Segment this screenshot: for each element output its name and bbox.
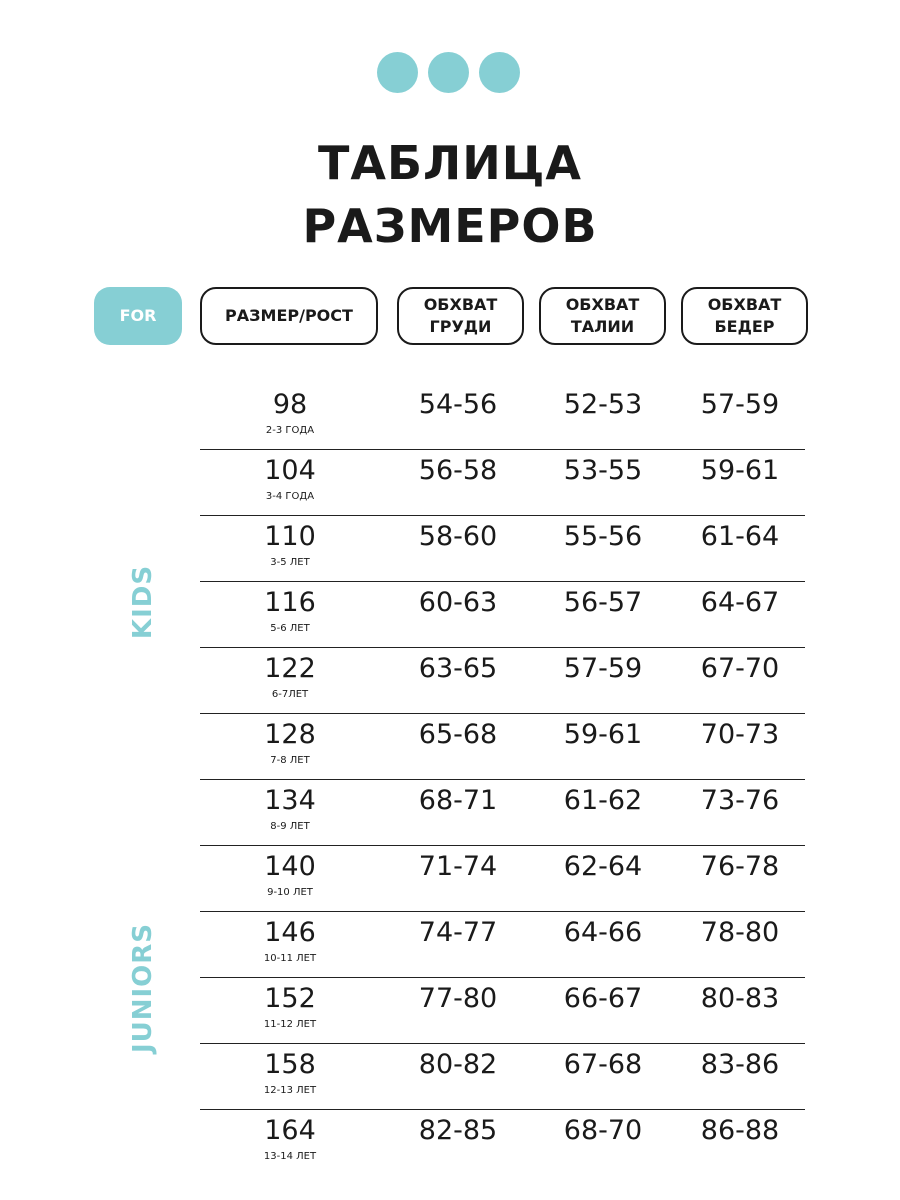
header-hips: ОБХВАТ БЕДЕР xyxy=(681,287,808,345)
page-title-line1: ТАБЛИЦА xyxy=(317,136,583,190)
age-range: 7-8 ЛЕТ xyxy=(270,755,310,766)
size-value: 158 xyxy=(264,1049,316,1080)
decor-dot xyxy=(428,52,469,93)
chest-value: 71-74 xyxy=(418,851,498,882)
table-row: 122 6-7ЛЕТ 63-65 57-59 67-70 xyxy=(200,647,805,714)
size-value: 152 xyxy=(264,983,316,1014)
group-label-kids: KIDS xyxy=(128,564,158,640)
waist-value: 55-56 xyxy=(563,521,643,552)
table-row: 152 11-12 ЛЕТ 77-80 66-67 80-83 xyxy=(200,977,805,1044)
size-value: 116 xyxy=(264,587,316,618)
table-row: 140 9-10 ЛЕТ 71-74 62-64 76-78 xyxy=(200,845,805,912)
waist-value: 67-68 xyxy=(563,1049,643,1080)
header-waist: ОБХВАТ ТАЛИИ xyxy=(539,287,666,345)
waist-value: 57-59 xyxy=(563,653,643,684)
waist-value: 61-62 xyxy=(563,785,643,816)
header-chest-line2: ГРУДИ xyxy=(429,317,492,336)
table-row: 146 10-11 ЛЕТ 74-77 64-66 78-80 xyxy=(200,911,805,978)
hips-value: 57-59 xyxy=(700,389,780,420)
size-value: 98 xyxy=(272,389,308,420)
chest-value: 82-85 xyxy=(418,1115,498,1146)
age-range: 13-14 ЛЕТ xyxy=(263,1151,317,1162)
table-row: 158 12-13 ЛЕТ 80-82 67-68 83-86 xyxy=(200,1043,805,1110)
chest-value: 56-58 xyxy=(418,455,498,486)
hips-value: 83-86 xyxy=(700,1049,780,1080)
hips-value: 73-76 xyxy=(700,785,780,816)
waist-value: 52-53 xyxy=(563,389,643,420)
chest-value: 74-77 xyxy=(418,917,498,948)
age-range: 12-13 ЛЕТ xyxy=(263,1085,317,1096)
header-waist-line1: ОБХВАТ xyxy=(565,295,640,314)
chest-value: 65-68 xyxy=(418,719,498,750)
header-chest-line1: ОБХВАТ xyxy=(423,295,498,314)
age-range: 8-9 ЛЕТ xyxy=(270,821,310,832)
age-range: 5-6 ЛЕТ xyxy=(270,623,310,634)
waist-value: 64-66 xyxy=(563,917,643,948)
waist-value: 62-64 xyxy=(563,851,643,882)
header-hips-line1: ОБХВАТ xyxy=(707,295,782,314)
table-row: 116 5-6 ЛЕТ 60-63 56-57 64-67 xyxy=(200,581,805,648)
age-range: 3-4 ГОДА xyxy=(265,491,315,502)
table-row: 164 13-14 ЛЕТ 82-85 68-70 86-88 xyxy=(200,1109,805,1175)
chest-value: 80-82 xyxy=(418,1049,498,1080)
size-value: 140 xyxy=(264,851,316,882)
age-range: 2-3 ГОДА xyxy=(265,425,315,436)
decor-dot xyxy=(479,52,520,93)
chest-value: 60-63 xyxy=(418,587,498,618)
table-row: 98 2-3 ГОДА 54-56 52-53 57-59 xyxy=(200,383,805,450)
decor-dot xyxy=(377,52,418,93)
table-row: 134 8-9 ЛЕТ 68-71 61-62 73-76 xyxy=(200,779,805,846)
chest-value: 68-71 xyxy=(418,785,498,816)
page-title-line2: РАЗМЕРОВ xyxy=(302,199,598,253)
size-value: 104 xyxy=(264,455,316,486)
waist-value: 59-61 xyxy=(563,719,643,750)
size-value: 122 xyxy=(264,653,316,684)
table-row: 104 3-4 ГОДА 56-58 53-55 59-61 xyxy=(200,449,805,516)
size-value: 110 xyxy=(264,521,316,552)
size-value: 134 xyxy=(264,785,316,816)
waist-value: 66-67 xyxy=(563,983,643,1014)
hips-value: 80-83 xyxy=(700,983,780,1014)
age-range: 10-11 ЛЕТ xyxy=(263,953,317,964)
age-range: 9-10 ЛЕТ xyxy=(267,887,313,898)
table-row: 110 3-5 ЛЕТ 58-60 55-56 61-64 xyxy=(200,515,805,582)
hips-value: 59-61 xyxy=(700,455,780,486)
hips-value: 64-67 xyxy=(700,587,780,618)
hips-value: 61-64 xyxy=(700,521,780,552)
size-value: 128 xyxy=(264,719,316,750)
table-row: 128 7-8 ЛЕТ 65-68 59-61 70-73 xyxy=(200,713,805,780)
hips-value: 76-78 xyxy=(700,851,780,882)
chest-value: 58-60 xyxy=(418,521,498,552)
chest-value: 63-65 xyxy=(418,653,498,684)
age-range: 11-12 ЛЕТ xyxy=(263,1019,317,1030)
age-range: 6-7ЛЕТ xyxy=(271,689,309,700)
waist-value: 53-55 xyxy=(563,455,643,486)
size-value: 164 xyxy=(264,1115,316,1146)
group-label-juniors: JUNIORS xyxy=(128,922,158,1054)
waist-value: 68-70 xyxy=(563,1115,643,1146)
hips-value: 67-70 xyxy=(700,653,780,684)
hips-value: 78-80 xyxy=(700,917,780,948)
hips-value: 86-88 xyxy=(700,1115,780,1146)
header-chest: ОБХВАТ ГРУДИ xyxy=(397,287,524,345)
size-value: 146 xyxy=(264,917,316,948)
waist-value: 56-57 xyxy=(563,587,643,618)
header-size: РАЗМЕР/РОСТ xyxy=(200,287,378,345)
hips-value: 70-73 xyxy=(700,719,780,750)
chest-value: 54-56 xyxy=(418,389,498,420)
age-range: 3-5 ЛЕТ xyxy=(270,557,310,568)
chest-value: 77-80 xyxy=(418,983,498,1014)
header-hips-line2: БЕДЕР xyxy=(714,317,775,336)
header-waist-line2: ТАЛИИ xyxy=(570,317,635,336)
header-for: FOR xyxy=(94,287,182,345)
